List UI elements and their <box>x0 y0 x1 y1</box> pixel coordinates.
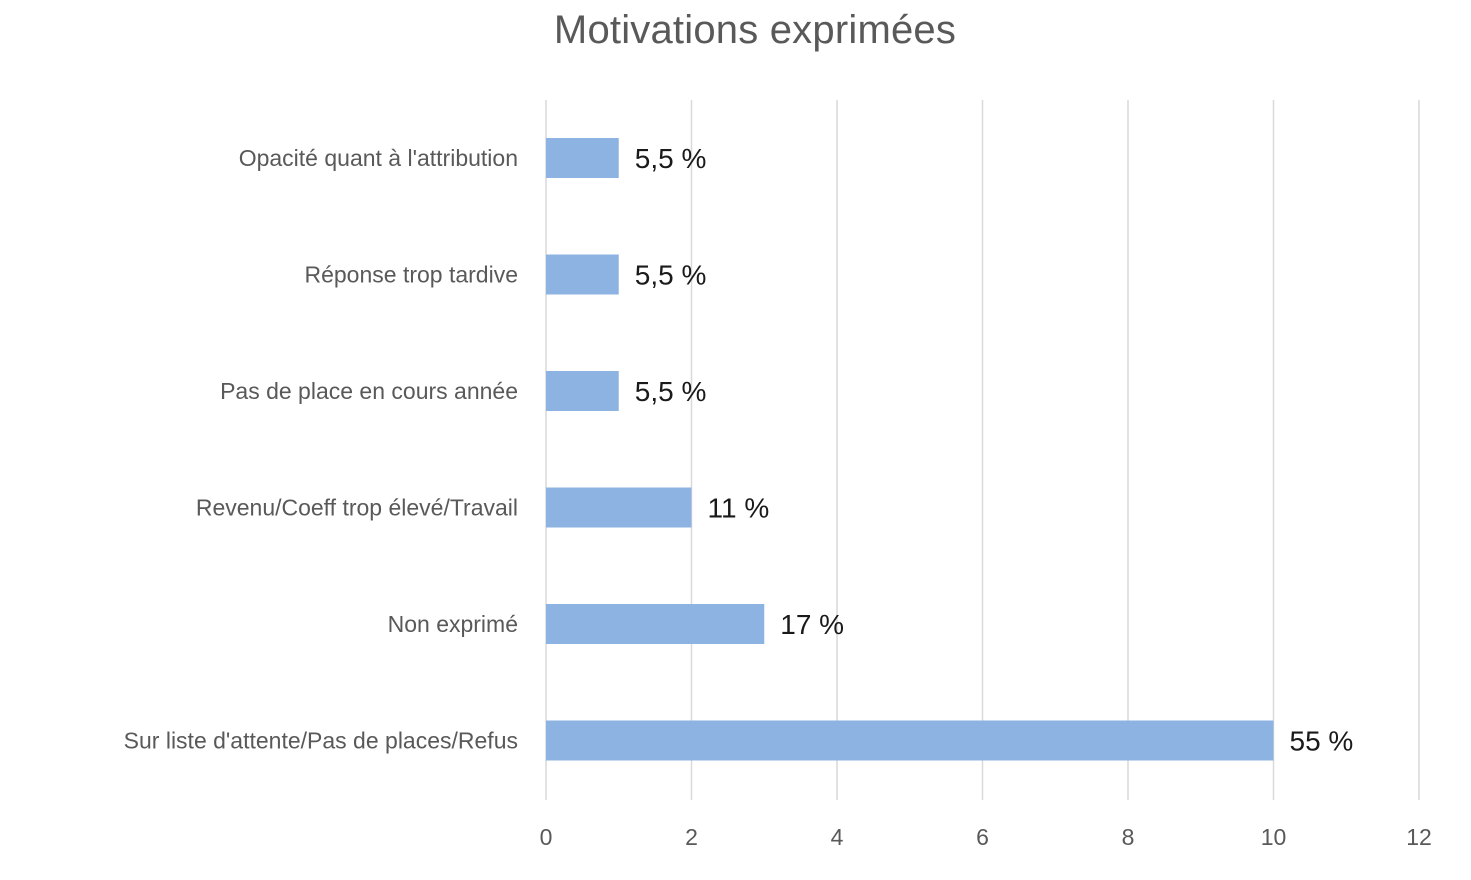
category-label: Sur liste d'attente/Pas de places/Refus <box>124 728 518 754</box>
x-tick-label: 10 <box>1261 824 1287 850</box>
chart-title: Motivations exprimées <box>553 8 957 52</box>
x-tick-label: 8 <box>1122 824 1135 850</box>
bar <box>546 604 765 644</box>
x-tick-label: 0 <box>540 824 553 850</box>
bar <box>546 254 619 295</box>
data-label: 55 % <box>1290 726 1354 757</box>
x-tick-label: 4 <box>831 824 844 850</box>
data-label: 11 % <box>708 493 770 524</box>
x-tick-label: 12 <box>1406 824 1432 850</box>
x-tick-label: 6 <box>976 824 989 850</box>
data-labels: 5,5 % 5,5 % 5,5 % 11 % 17 % 55 % <box>635 143 1354 757</box>
category-labels: Opacité quant à l'attribution Réponse tro… <box>124 145 518 754</box>
gridlines <box>545 100 1420 800</box>
data-label: 5,5 % <box>635 260 707 291</box>
category-label: Réponse trop tardive <box>304 262 518 288</box>
data-label: 17 % <box>780 609 844 640</box>
bars <box>546 138 1274 761</box>
category-label: Pas de place en cours année <box>220 378 518 404</box>
category-label: Non exprimé <box>388 611 518 637</box>
bar <box>546 487 692 528</box>
data-label: 5,5 % <box>635 143 707 174</box>
bar <box>546 371 619 411</box>
bar <box>546 138 619 178</box>
data-label: 5,5 % <box>635 376 707 407</box>
bar <box>546 720 1274 761</box>
category-label: Revenu/Coeff trop élevé/Travail <box>196 495 518 521</box>
category-label: Opacité quant à l'attribution <box>239 145 518 171</box>
x-tick-labels: 0 2 4 6 8 10 12 <box>540 824 1432 850</box>
x-tick-label: 2 <box>685 824 698 850</box>
